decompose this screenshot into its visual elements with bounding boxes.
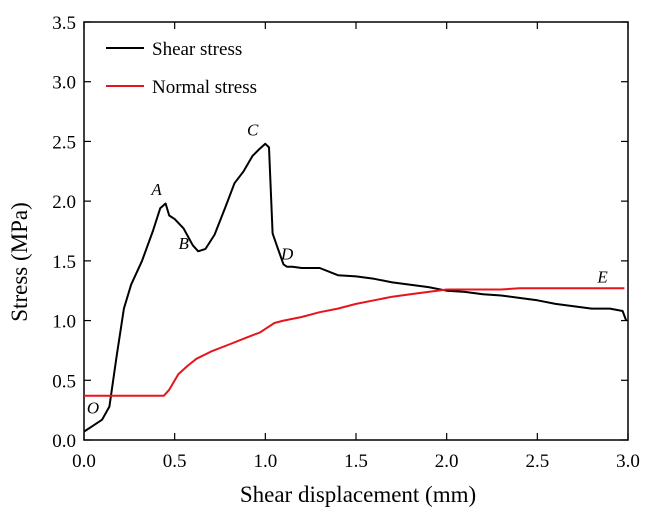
- y-axis-title: Stress (MPa): [7, 202, 32, 321]
- point-label-a: A: [150, 180, 162, 199]
- y-tick-label: 1.5: [52, 252, 76, 273]
- y-tick-label: 1.0: [52, 312, 76, 333]
- point-label-b: B: [179, 234, 190, 253]
- point-label-c: C: [247, 120, 259, 139]
- y-tick-label: 0.0: [52, 431, 76, 452]
- x-axis-title: Shear displacement (mm): [240, 482, 476, 507]
- x-tick-label: 1.5: [344, 451, 368, 472]
- legend-label: Normal stress: [152, 77, 257, 98]
- x-tick-label: 2.5: [525, 451, 549, 472]
- y-tick-label: 2.5: [52, 132, 76, 153]
- x-axis-ticks: 0.0 0.5 1.0 1.5 2.0 2.5 3.0: [72, 22, 640, 472]
- annotation-layer: O A B C D E: [87, 120, 608, 417]
- y-tick-label: 2.0: [52, 192, 76, 213]
- y-axis-ticks: 0.0 0.5 1.0 1.5 2.0 2.5 3.0 3.5: [52, 13, 628, 452]
- x-tick-label: 0.5: [163, 451, 187, 472]
- point-label-e: E: [596, 267, 608, 286]
- shear-stress-line: [83, 142, 628, 433]
- point-label-o: O: [87, 399, 99, 418]
- point-label-d: D: [280, 245, 294, 264]
- y-tick-label: 3.0: [52, 73, 76, 94]
- normal-stress-line: [84, 287, 625, 397]
- x-tick-label: 0.0: [72, 451, 96, 472]
- x-tick-label: 2.0: [435, 451, 459, 472]
- x-tick-label: 1.0: [253, 451, 277, 472]
- y-tick-label: 0.5: [52, 371, 76, 392]
- y-tick-label: 3.5: [52, 13, 76, 34]
- legend: Shear stress Normal stress: [106, 39, 257, 98]
- series-layer: [83, 142, 628, 433]
- x-tick-label: 3.0: [616, 451, 640, 472]
- legend-label: Shear stress: [152, 39, 242, 60]
